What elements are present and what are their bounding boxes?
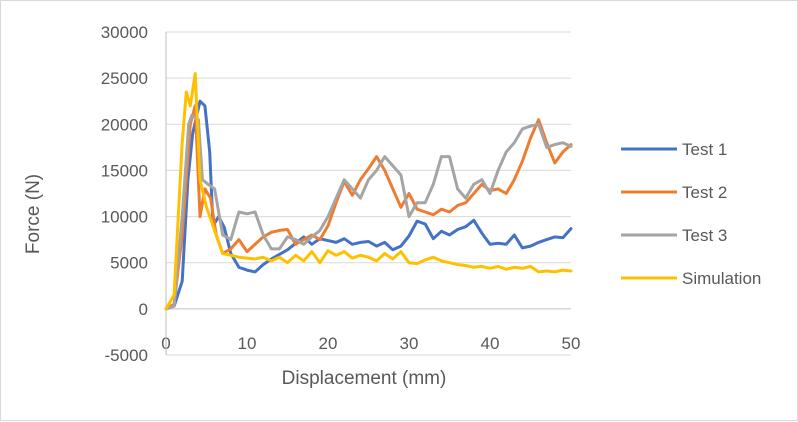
x-axis-title: Displacement (mm)	[282, 368, 447, 389]
legend-label: Test 2	[682, 183, 727, 202]
y-tick-label: 15000	[101, 161, 148, 180]
y-tick-label: 25000	[101, 69, 148, 88]
y-tick-label: 30000	[101, 23, 148, 42]
x-tick-label: 30	[400, 334, 419, 353]
x-axis-tick-labels: 0 10 20 30 40 50	[161, 334, 580, 353]
series-lines	[164, 72, 573, 311]
y-tick-label: 20000	[101, 115, 148, 134]
x-tick-label: 20	[319, 334, 338, 353]
series-line-test-2	[164, 104, 573, 311]
x-tick-label: 10	[238, 334, 257, 353]
y-axis-tick-labels: 30000 25000 20000 15000 10000 5000 0 -5000	[101, 23, 148, 365]
y-tick-label: 0	[139, 300, 148, 319]
legend-label: Simulation	[682, 269, 761, 288]
y-tick-label: 10000	[101, 208, 148, 227]
y-axis-title: Force (N)	[23, 174, 44, 254]
legend-label: Test 3	[682, 226, 727, 245]
series-line-simulation	[164, 72, 573, 311]
x-tick-label: 40	[481, 334, 500, 353]
series-line-test-3	[164, 113, 573, 311]
legend-label: Test 1	[682, 140, 727, 159]
legend: Test 1 Test 2 Test 3 Simulation	[621, 140, 761, 288]
series-line-test-1	[164, 99, 573, 311]
gridlines	[166, 31, 571, 356]
y-tick-label: 5000	[110, 254, 148, 273]
x-tick-label: 50	[562, 334, 581, 353]
y-tick-label: -5000	[105, 346, 148, 365]
